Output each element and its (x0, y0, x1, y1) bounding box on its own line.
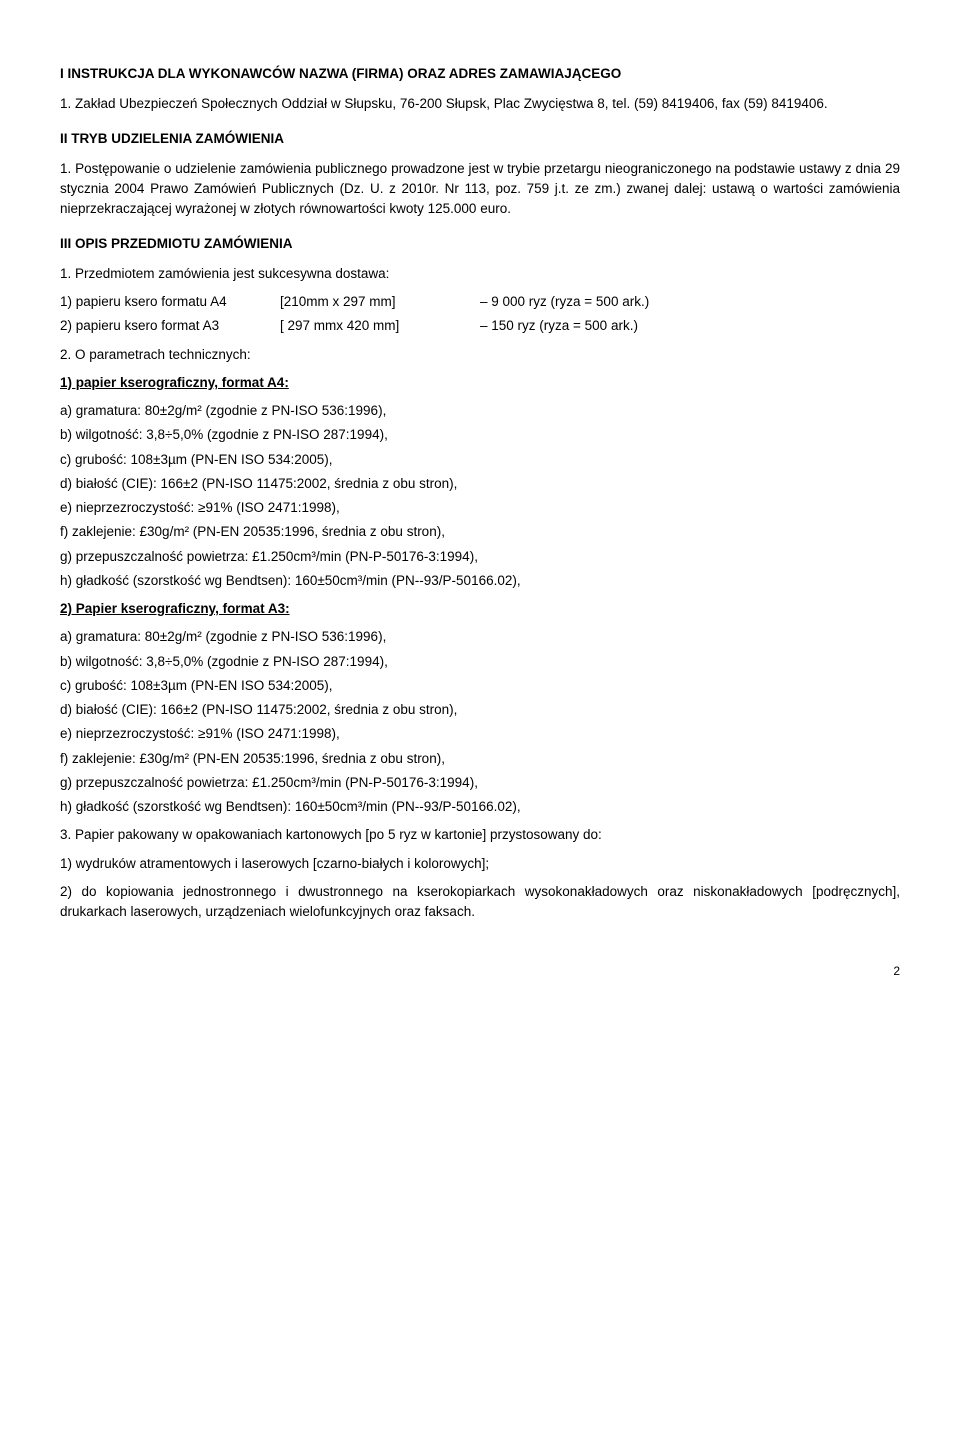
spec-row-a3-c3: – 150 ryz (ryza = 500 ark.) (480, 316, 638, 336)
section-3-p3a: 1) wydruków atramentowych i laserowych [… (60, 854, 900, 874)
a3-item-h: h) gładkość (szorstkość wg Bendtsen): 16… (60, 797, 900, 817)
a3-item-b: b) wilgotność: 3,8÷5,0% (zgodnie z PN-IS… (60, 652, 900, 672)
spec-row-a3-c2: [ 297 mmx 420 mm] (280, 316, 480, 336)
a3-item-f: f) zaklejenie: £30g/m² (PN-EN 20535:1996… (60, 749, 900, 769)
a3-item-a: a) gramatura: 80±2g/m² (zgodnie z PN-ISO… (60, 627, 900, 647)
a4-item-c: c) grubość: 108±3µm (PN-EN ISO 534:2005)… (60, 450, 900, 470)
spec-row-a4-c1: 1) papieru ksero formatu A4 (60, 292, 280, 312)
a4-item-a: a) gramatura: 80±2g/m² (zgodnie z PN-ISO… (60, 401, 900, 421)
heading-a3: 2) Papier kserograficzny, format A3: (60, 599, 900, 619)
heading-a4: 1) papier kserograficzny, format A4: (60, 373, 900, 393)
section-2-heading: II TRYB UDZIELENIA ZAMÓWIENIA (60, 129, 900, 149)
section-3-heading: III OPIS PRZEDMIOTU ZAMÓWIENIA (60, 234, 900, 254)
a3-item-g: g) przepuszczalność powietrza: £1.250cm³… (60, 773, 900, 793)
a4-item-f: f) zaklejenie: £30g/m² (PN-EN 20535:1996… (60, 522, 900, 542)
section-3-p1: 1. Przedmiotem zamówienia jest sukcesywn… (60, 264, 900, 284)
section-3-p3b: 2) do kopiowania jednostronnego i dwustr… (60, 882, 900, 923)
a3-item-c: c) grubość: 108±3µm (PN-EN ISO 534:2005)… (60, 676, 900, 696)
page-number: 2 (60, 962, 900, 980)
a4-item-g: g) przepuszczalność powietrza: £1.250cm³… (60, 547, 900, 567)
spec-row-a4-c3: – 9 000 ryz (ryza = 500 ark.) (480, 292, 649, 312)
spec-row-a3-c1: 2) papieru ksero format A3 (60, 316, 280, 336)
spec-row-a3: 2) papieru ksero format A3 [ 297 mmx 420… (60, 316, 900, 336)
a4-item-b: b) wilgotność: 3,8÷5,0% (zgodnie z PN-IS… (60, 425, 900, 445)
spec-row-a4-c2: [210mm x 297 mm] (280, 292, 480, 312)
a4-item-h: h) gładkość (szorstkość wg Bendtsen): 16… (60, 571, 900, 591)
section-3-p2: 2. O parametrach technicznych: (60, 345, 900, 365)
a4-item-e: e) nieprzezroczystość: ≥91% (ISO 2471:19… (60, 498, 900, 518)
section-3-p3: 3. Papier pakowany w opakowaniach karton… (60, 825, 900, 845)
a4-item-d: d) białość (CIE): 166±2 (PN-ISO 11475:20… (60, 474, 900, 494)
section-1-heading: I INSTRUKCJA DLA WYKONAWCÓW NAZWA (FIRMA… (60, 64, 900, 84)
a3-item-d: d) białość (CIE): 166±2 (PN-ISO 11475:20… (60, 700, 900, 720)
a3-item-e: e) nieprzezroczystość: ≥91% (ISO 2471:19… (60, 724, 900, 744)
section-2-p1: 1. Postępowanie o udzielenie zamówienia … (60, 159, 900, 220)
spec-row-a4: 1) papieru ksero formatu A4 [210mm x 297… (60, 292, 900, 312)
section-1-p1: 1. Zakład Ubezpieczeń Społecznych Oddzia… (60, 94, 900, 114)
